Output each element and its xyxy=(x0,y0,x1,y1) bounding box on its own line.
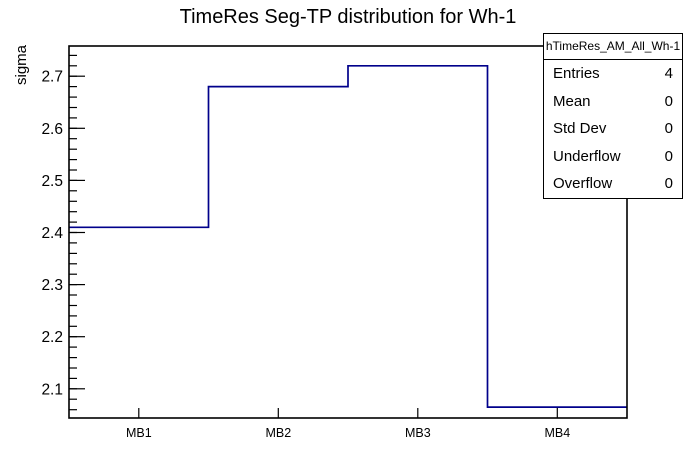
stats-value: 0 xyxy=(664,120,673,138)
stats-label: Overflow xyxy=(553,175,613,193)
stats-row-mean: Mean 0 xyxy=(544,88,682,116)
stats-box: hTimeRes_AM_All_Wh-1 Entries 4 Mean 0 St… xyxy=(543,33,683,199)
stats-label: Underflow xyxy=(553,147,621,165)
y-tick-label: 2.6 xyxy=(41,121,63,138)
y-tick-label: 2.1 xyxy=(41,381,63,398)
stats-box-title: hTimeRes_AM_All_Wh-1 xyxy=(544,34,682,60)
stats-label: Mean xyxy=(553,92,591,110)
stats-label: Entries xyxy=(553,65,600,82)
x-tick-label: MB1 xyxy=(126,426,152,440)
y-axis-title: sigma xyxy=(13,44,30,85)
y-tick-label: 2.2 xyxy=(41,329,63,346)
x-tick-label: MB2 xyxy=(265,426,291,440)
histogram-line xyxy=(69,64,627,408)
x-tick-label: MB4 xyxy=(544,426,570,440)
chart-title: TimeRes Seg-TP distribution for Wh-1 xyxy=(179,6,517,28)
x-tick-label: MB3 xyxy=(405,426,431,440)
y-tick-label: 2.5 xyxy=(41,173,63,190)
y-tick-label: 2.7 xyxy=(41,69,63,86)
stats-row-entries: Entries 4 xyxy=(544,60,682,88)
stats-value: 0 xyxy=(664,175,673,193)
stats-value: 4 xyxy=(664,65,673,82)
stats-row-underflow: Underflow 0 xyxy=(544,143,682,171)
y-tick-label: 2.3 xyxy=(41,277,63,294)
stats-label: Std Dev xyxy=(553,120,607,138)
stats-value: 0 xyxy=(664,92,673,110)
stats-value: 0 xyxy=(664,147,673,165)
y-tick-label: 2.4 xyxy=(41,225,63,242)
stats-row-stddev: Std Dev 0 xyxy=(544,115,682,143)
stats-row-overflow: Overflow 0 xyxy=(544,170,682,198)
